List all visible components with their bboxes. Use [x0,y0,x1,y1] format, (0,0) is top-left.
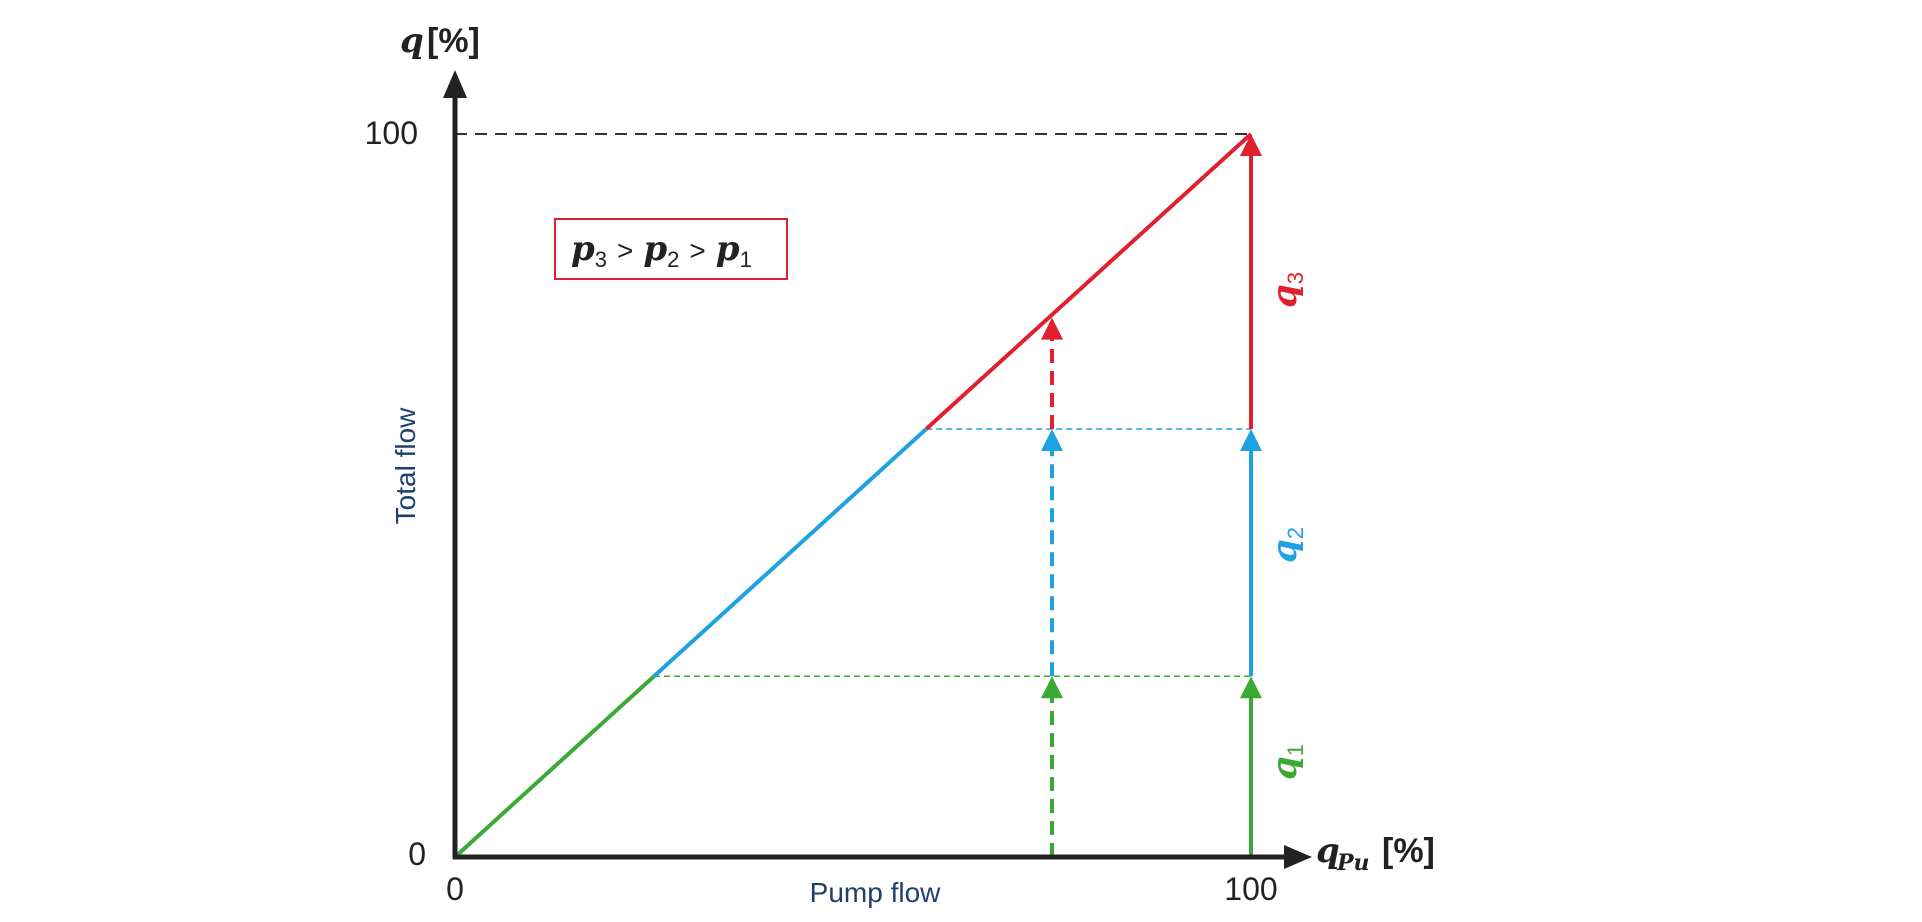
x-tick-label-0: 0 [446,871,464,907]
label-q3-symbol: q [1265,284,1305,308]
legend-sub1: 1 [740,247,752,272]
label-q3: q3 [1265,272,1308,308]
legend-p3: p [571,229,595,269]
svg-text:q1: q1 [1265,744,1308,780]
y-axis-label: Total flow [390,407,421,524]
legend-gt-2: > [689,235,705,266]
svg-text:q2: q2 [1265,527,1308,563]
arrowhead-col1-seg2 [1041,428,1063,451]
series-line-q1 [453,674,656,859]
arrowhead-col2-seg1 [1240,676,1262,699]
x-axis-subscript: Pu [1336,850,1370,876]
arrowhead-col2-seg2 [1240,428,1262,451]
y-tick-label-100: 100 [365,115,418,151]
legend-box [554,218,788,280]
arrow-columns [1041,134,1262,857]
arrowhead-col2-seg3 [1240,134,1262,156]
label-q1: q1 [1265,744,1308,780]
legend-p2: p [643,229,667,269]
arrowhead-col1-seg3 [1041,317,1063,340]
legend-p1: p [716,229,740,269]
label-q2-sub: 2 [1283,527,1308,539]
y-axis-unit: [%] [427,22,480,60]
label-q3-sub: 3 [1283,272,1308,284]
x-axis-symbol: q [1316,831,1340,871]
legend-sub3: 3 [595,247,607,272]
x-axis-arrowhead [1284,845,1312,869]
x-tick-label-100: 100 [1224,871,1277,907]
y-axis-symbol: q [400,21,424,61]
level-lines [654,428,1251,677]
y-axis-arrowhead [443,70,467,98]
series-line-q2 [652,427,928,678]
y-tick-label-0: 0 [408,836,426,872]
label-q2: q2 [1265,527,1308,563]
series-line-q3 [924,132,1253,431]
arrowhead-col1-seg1 [1041,676,1063,699]
label-q1-sub: 1 [1283,744,1308,756]
legend-sub2: 2 [667,247,679,272]
svg-text:q3: q3 [1265,272,1308,308]
x-axis-label: Pump flow [810,877,941,908]
pressure-legend: p3 > p2 > p1 [554,218,788,280]
series-lines [453,132,1253,859]
x-axis-unit: [%] [1382,832,1435,870]
label-q2-symbol: q [1265,539,1305,563]
legend-gt-1: > [617,235,633,266]
label-q1-symbol: q [1265,756,1305,780]
svg-text:p3>p2>p1: p3 > p2 > p1 [571,229,752,272]
